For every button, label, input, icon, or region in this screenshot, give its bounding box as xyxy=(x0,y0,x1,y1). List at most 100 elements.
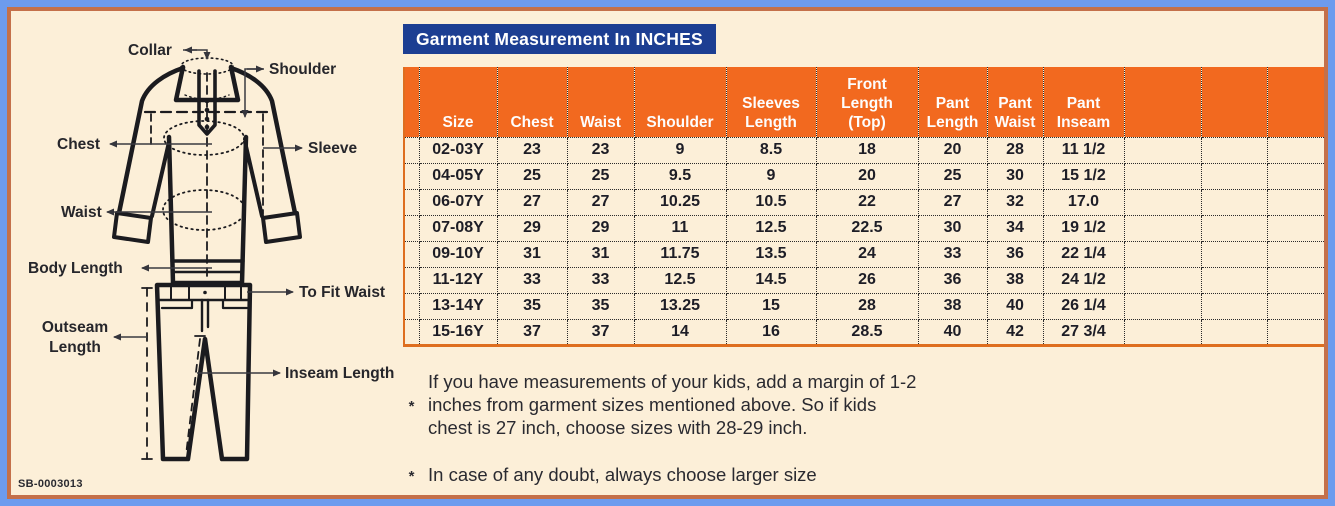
page-title: Garment Measurement In INCHES xyxy=(403,24,716,54)
measurement-table-wrap: Size Chest Waist Shoulder Sleeves Length Fron… xyxy=(403,67,1324,359)
value-cell: 37 xyxy=(496,318,568,345)
value-cell: 8.5 xyxy=(725,136,817,164)
value-cell: 27 xyxy=(917,188,988,216)
value-cell xyxy=(1200,136,1268,164)
value-cell: 14 xyxy=(633,318,727,345)
value-cell: 27 xyxy=(566,188,635,216)
value-cell: 36 xyxy=(986,240,1044,268)
value-cell: 22 1/4 xyxy=(1042,240,1125,268)
column-header: Chest xyxy=(496,67,568,138)
value-cell: 28.5 xyxy=(815,318,919,345)
value-cell xyxy=(1123,162,1202,190)
table-row: 07-08Y 29 29 11 12.5 22.5 30 34 19 1/2 xyxy=(404,214,1324,242)
value-cell: 26 xyxy=(815,266,919,294)
value-cell: 35 xyxy=(496,292,568,320)
value-cell: 29 xyxy=(496,214,568,242)
value-cell: 33 xyxy=(566,266,635,294)
value-cell xyxy=(404,266,420,294)
value-cell xyxy=(404,318,420,345)
column-header: Sleeves Length xyxy=(725,67,817,138)
value-cell: 12.5 xyxy=(633,266,727,294)
value-cell xyxy=(404,188,420,216)
column-header xyxy=(1123,67,1202,138)
value-cell: 12.5 xyxy=(725,214,817,242)
value-cell: 42 xyxy=(986,318,1044,345)
size-cell: 11-12Y xyxy=(418,266,498,294)
column-header: Pant Inseam xyxy=(1042,67,1125,138)
value-cell: 26 1/4 xyxy=(1042,292,1125,320)
column-header: Waist xyxy=(566,67,635,138)
value-cell xyxy=(1123,318,1202,345)
column-header: Pant Waist xyxy=(986,67,1044,138)
value-cell: 16 xyxy=(725,318,817,345)
value-cell: 20 xyxy=(917,136,988,164)
table-row: 02-03Y 23 23 9 8.5 18 20 28 11 1/2 xyxy=(404,136,1324,164)
value-cell xyxy=(1266,162,1324,190)
value-cell: 27 3/4 xyxy=(1042,318,1125,345)
value-cell: 36 xyxy=(917,266,988,294)
value-cell xyxy=(1200,214,1268,242)
value-cell: 25 xyxy=(917,162,988,190)
table-row: 06-07Y 27 27 10.25 10.5 22 27 32 17.0 xyxy=(404,188,1324,216)
value-cell xyxy=(1266,318,1324,345)
note-item: * In case of any doubt, always choose la… xyxy=(407,463,1057,486)
column-header xyxy=(1200,67,1268,138)
value-cell xyxy=(404,292,420,320)
value-cell xyxy=(1123,240,1202,268)
value-cell xyxy=(404,214,420,242)
label-outseam-length: Outseam Length xyxy=(41,319,109,356)
value-cell xyxy=(1266,214,1324,242)
value-cell xyxy=(1200,266,1268,294)
table-row: 11-12Y 33 33 12.5 14.5 26 36 38 24 1/2 xyxy=(404,266,1324,294)
value-cell: 40 xyxy=(986,292,1044,320)
note-item: * If you have measurements of your kids,… xyxy=(407,370,1057,439)
value-cell: 34 xyxy=(986,214,1044,242)
value-cell: 31 xyxy=(566,240,635,268)
value-cell: 23 xyxy=(496,136,568,164)
label-chest: Chest xyxy=(57,136,101,153)
size-cell: 07-08Y xyxy=(418,214,498,242)
value-cell: 18 xyxy=(815,136,919,164)
value-cell: 24 xyxy=(815,240,919,268)
value-cell: 32 xyxy=(986,188,1044,216)
style-code: SB-0003013 xyxy=(18,478,83,490)
value-cell xyxy=(1200,292,1268,320)
column-header: Size xyxy=(418,67,498,138)
column-header: Front Length (Top) xyxy=(815,67,919,138)
column-header: Pant Length xyxy=(917,67,988,138)
value-cell: 30 xyxy=(986,162,1044,190)
value-cell xyxy=(1266,266,1324,294)
size-cell: 15-16Y xyxy=(418,318,498,345)
value-cell: 9 xyxy=(725,162,817,190)
value-cell xyxy=(1266,188,1324,216)
notes-section: * If you have measurements of your kids,… xyxy=(407,370,1057,486)
value-cell xyxy=(404,162,420,190)
value-cell: 9.5 xyxy=(633,162,727,190)
header-row: Size Chest Waist Shoulder Sleeves Length Fron… xyxy=(404,67,1324,138)
column-header xyxy=(1266,67,1324,138)
value-cell xyxy=(1200,188,1268,216)
table-row: 15-16Y 37 37 14 16 28.5 40 42 27 3/4 xyxy=(404,318,1324,345)
value-cell: 25 xyxy=(566,162,635,190)
size-cell: 13-14Y xyxy=(418,292,498,320)
value-cell: 25 xyxy=(496,162,568,190)
label-collar: Collar xyxy=(128,42,172,59)
value-cell: 24 1/2 xyxy=(1042,266,1125,294)
value-cell: 31 xyxy=(496,240,568,268)
asterisk-icon: * xyxy=(408,468,415,485)
value-cell xyxy=(1123,214,1202,242)
garment-line-art-icon xyxy=(106,46,303,462)
size-cell: 04-05Y xyxy=(418,162,498,190)
value-cell: 27 xyxy=(496,188,568,216)
value-cell xyxy=(404,136,420,164)
value-cell xyxy=(1123,136,1202,164)
value-cell: 15 xyxy=(725,292,817,320)
column-header xyxy=(404,67,420,138)
value-cell xyxy=(1266,240,1324,268)
size-cell: 06-07Y xyxy=(418,188,498,216)
note-text: In case of any doubt, always choose larg… xyxy=(428,464,817,485)
label-shoulder: Shoulder xyxy=(269,61,337,78)
value-cell xyxy=(1123,266,1202,294)
garment-diagram: Collar Shoulder Chest Sleeve Waist Body … xyxy=(11,11,411,495)
size-table: Size Chest Waist Shoulder Sleeves Length Fron… xyxy=(403,67,1324,347)
